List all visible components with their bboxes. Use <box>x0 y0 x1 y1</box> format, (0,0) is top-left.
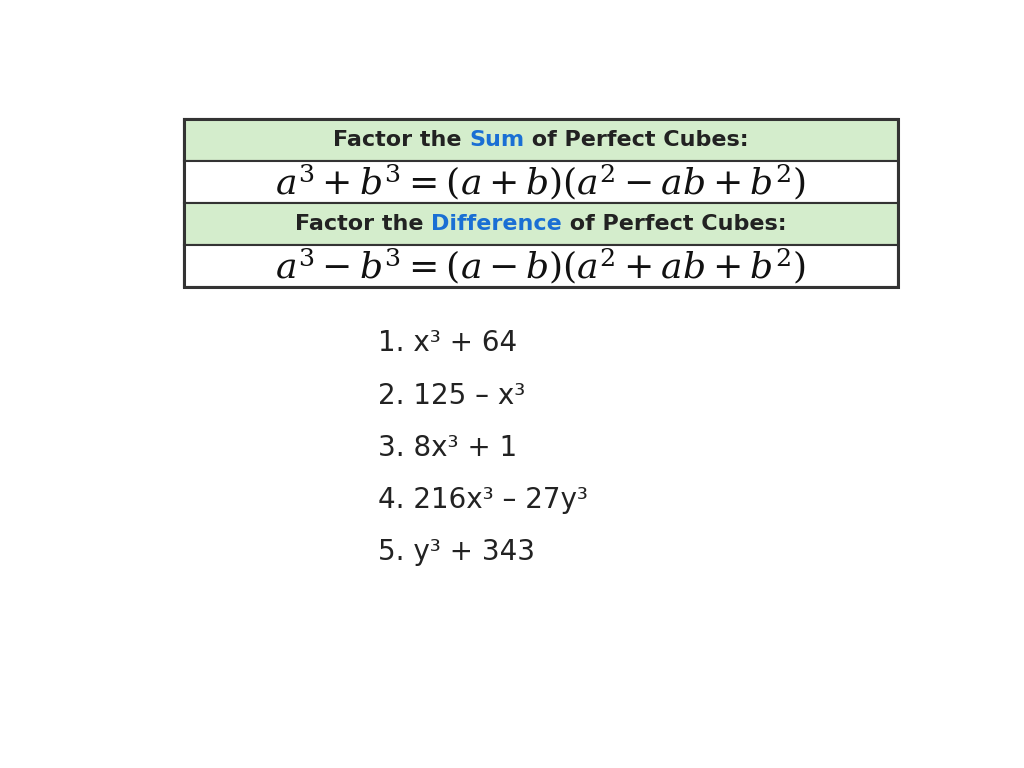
Text: of Perfect Cubes:: of Perfect Cubes: <box>562 214 786 234</box>
Text: 1. x³ + 64: 1. x³ + 64 <box>378 329 517 357</box>
Text: Sum: Sum <box>469 130 524 150</box>
Text: 3. 8x³ + 1: 3. 8x³ + 1 <box>378 434 517 462</box>
Text: of Perfect Cubes:: of Perfect Cubes: <box>524 130 749 150</box>
Text: Factor the: Factor the <box>333 130 469 150</box>
Text: Difference: Difference <box>431 214 562 234</box>
Text: $a^3 + b^3 = (a + b)(a^2 - ab + b^2)$: $a^3 + b^3 = (a + b)(a^2 - ab + b^2)$ <box>275 162 806 202</box>
Text: 2. 125 – x³: 2. 125 – x³ <box>378 382 525 409</box>
Bar <box>183 203 898 245</box>
Text: $a^3 - b^3 = (a - b)(a^2 + ab + b^2)$: $a^3 - b^3 = (a - b)(a^2 + ab + b^2)$ <box>275 247 806 286</box>
Bar <box>183 119 898 161</box>
Text: Factor the: Factor the <box>295 214 431 234</box>
Text: 4. 216x³ – 27y³: 4. 216x³ – 27y³ <box>378 485 588 514</box>
Bar <box>183 245 898 287</box>
Bar <box>183 161 898 203</box>
Text: 5. y³ + 343: 5. y³ + 343 <box>378 538 535 566</box>
Bar <box>183 119 898 287</box>
